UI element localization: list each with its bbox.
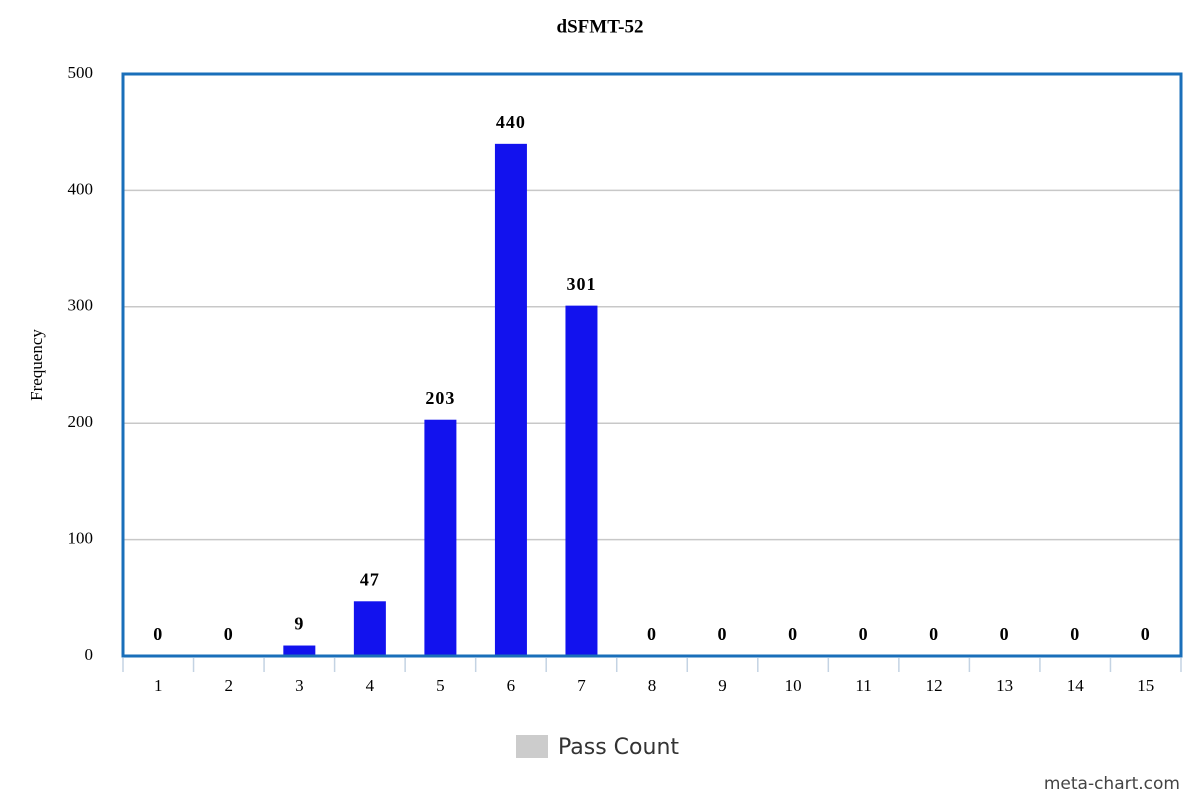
value-label: 0 (929, 624, 939, 644)
value-label: 0 (1070, 624, 1080, 644)
x-tick-label: 14 (1067, 676, 1085, 695)
x-tick-label: 15 (1137, 676, 1154, 695)
legend-label: Pass Count (558, 735, 679, 760)
x-tick-label: 1 (154, 676, 163, 695)
x-tick-label: 6 (507, 676, 516, 695)
value-label: 0 (859, 624, 869, 644)
x-tick-label: 10 (785, 676, 802, 695)
value-label: 301 (566, 274, 596, 294)
x-tick-label: 4 (366, 676, 375, 695)
bar (283, 645, 316, 656)
x-tick-label: 11 (855, 676, 871, 695)
x-tick-label: 9 (718, 676, 727, 695)
y-tick-label: 400 (68, 179, 94, 198)
x-tick-label: 7 (577, 676, 586, 695)
value-label: 0 (1000, 624, 1010, 644)
value-label: 0 (224, 624, 234, 644)
x-tick-label: 12 (926, 676, 943, 695)
x-tick-label: 13 (996, 676, 1013, 695)
legend-swatch (516, 735, 548, 758)
value-label: 0 (647, 624, 657, 644)
value-label: 440 (496, 112, 526, 132)
value-label: 0 (788, 624, 798, 644)
x-tick-label: 8 (648, 676, 657, 695)
bar (494, 143, 527, 657)
y-tick-label: 0 (85, 645, 94, 664)
x-tick-label: 2 (225, 676, 234, 695)
chart-title: dSFMT-52 (557, 16, 644, 37)
y-tick-label: 100 (68, 529, 94, 548)
value-label: 203 (425, 388, 455, 408)
y-tick-label: 200 (68, 412, 94, 431)
bar (565, 305, 598, 656)
y-tick-label: 500 (68, 63, 94, 82)
value-label: 0 (718, 624, 728, 644)
bar (424, 419, 457, 656)
y-tick-label: 300 (68, 296, 94, 315)
x-tick-label: 5 (436, 676, 445, 695)
y-axis-label: Frequency (27, 329, 46, 401)
watermark: meta-chart.com (1044, 774, 1180, 794)
x-tick-label: 3 (295, 676, 304, 695)
value-label: 47 (360, 569, 380, 589)
value-label: 0 (153, 624, 163, 644)
value-label: 0 (1141, 624, 1151, 644)
plot-frame (121, 72, 1183, 658)
value-label: 9 (294, 614, 304, 634)
bar (353, 601, 386, 656)
